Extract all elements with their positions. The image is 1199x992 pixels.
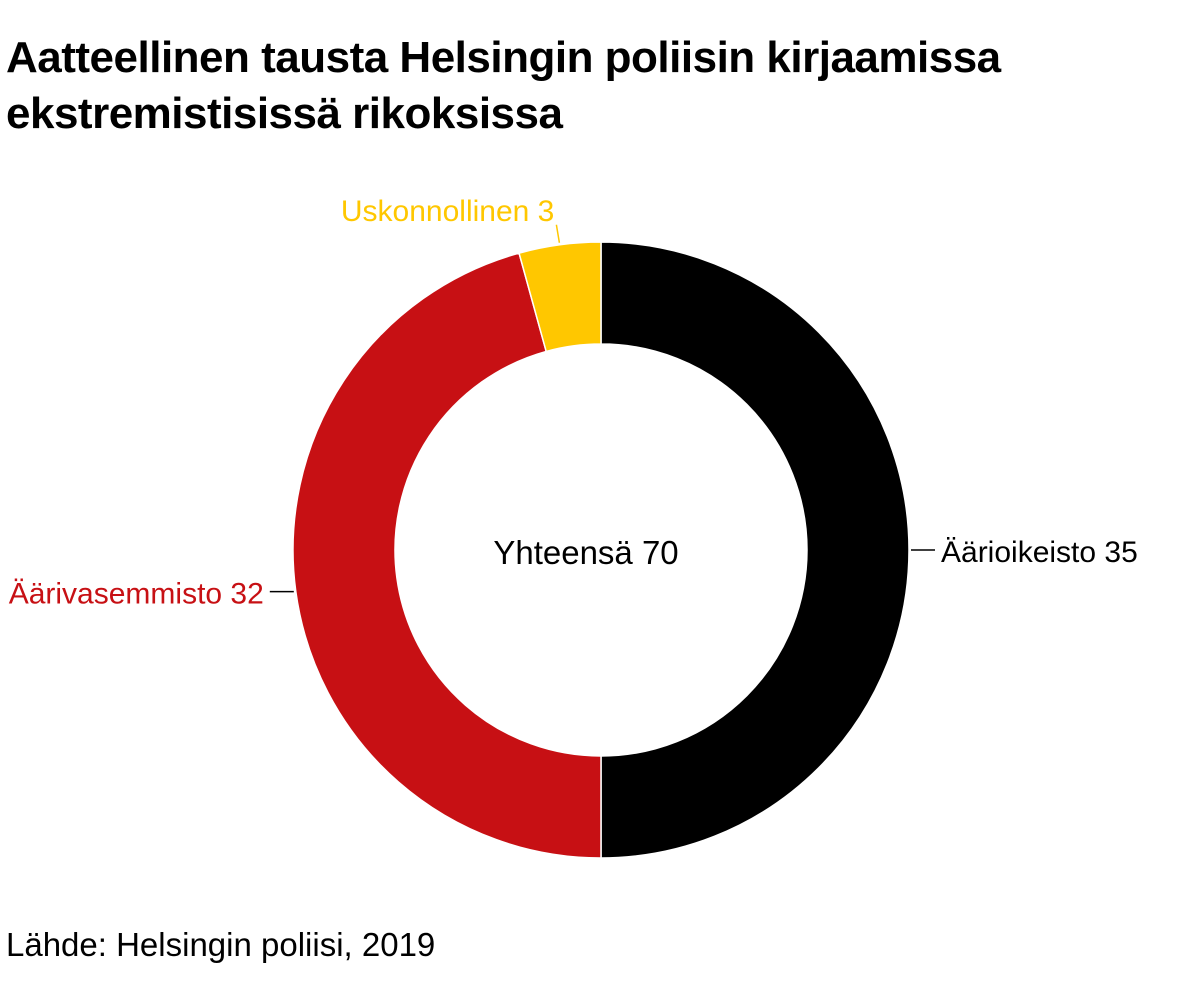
leader-line-uskonnollinen: [555, 224, 561, 243]
slice-äärioikeisto: [600, 241, 910, 859]
center-label: Yhteensä 70: [493, 534, 678, 571]
chart-title: Aatteellinen tausta Helsingin poliisin k…: [6, 33, 1001, 138]
slice-äärivasemmisto: [292, 252, 602, 859]
slice-uskonnollinen: [518, 241, 602, 353]
slice-label-äärioikeisto: Äärioikeisto 35: [941, 536, 1138, 569]
leaders-group: [269, 224, 935, 593]
source-note: Lähde: Helsingin poliisi, 2019: [6, 926, 436, 963]
slices-group: [292, 241, 910, 859]
slice-label-uskonnollinen: Uskonnollinen 3: [341, 195, 554, 228]
labels-group: Äärioikeisto 35 Äärivasemmisto 32 Uskonnol…: [9, 195, 1138, 611]
slice-label-äärivasemmisto: Äärivasemmisto 32: [9, 578, 264, 611]
